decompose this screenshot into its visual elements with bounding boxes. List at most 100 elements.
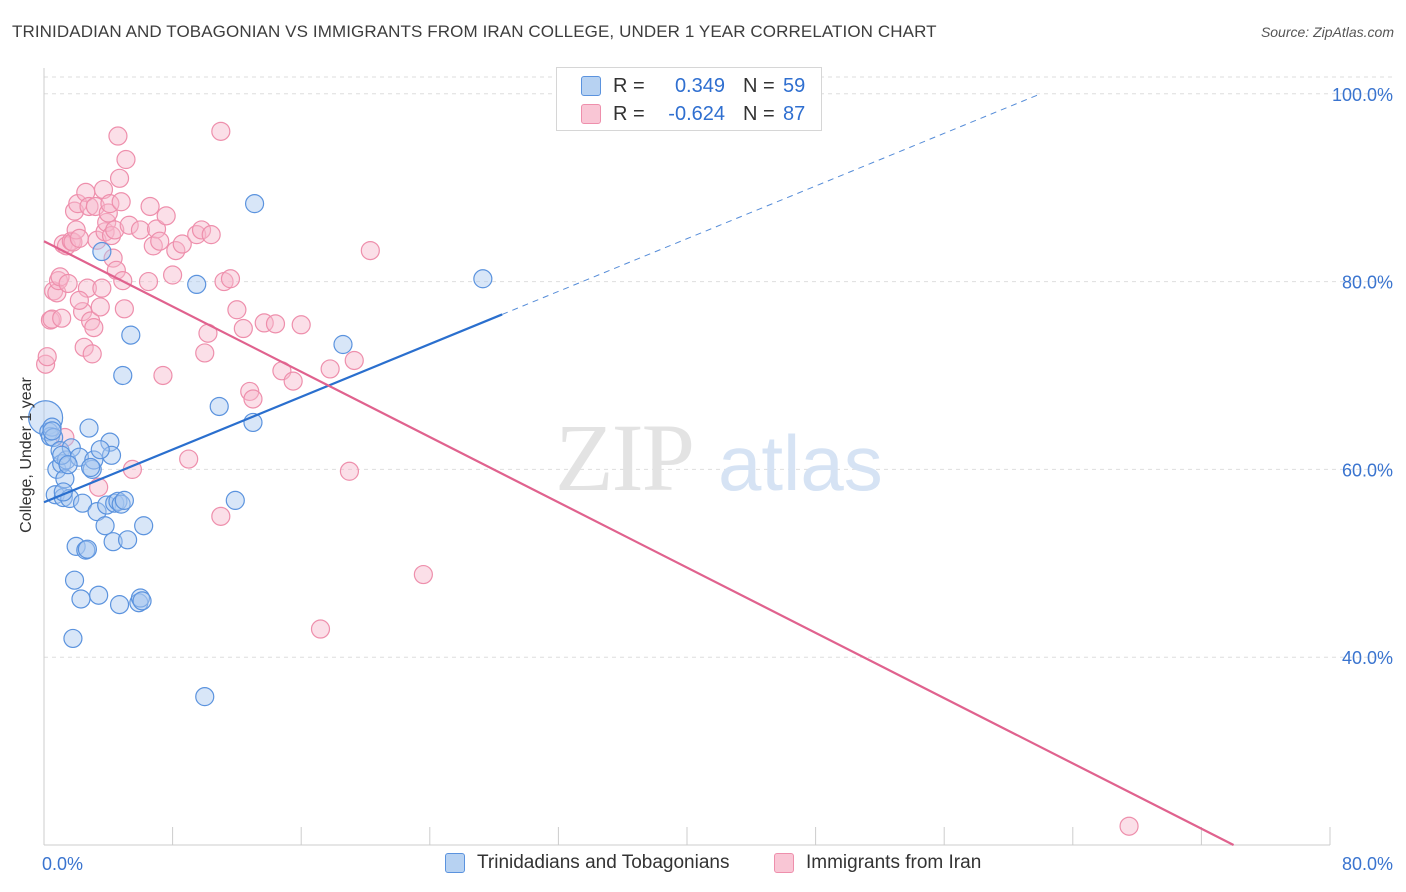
- data-point: [92, 278, 112, 298]
- data-point: [150, 231, 170, 251]
- data-point: [172, 234, 192, 254]
- data-point: [153, 365, 173, 386]
- data-point: [113, 365, 133, 386]
- data-point: [233, 318, 253, 339]
- data-point: [109, 595, 130, 615]
- legend-row-trinidadians: R = 0.349 N = 59: [581, 73, 805, 99]
- data-point: [105, 220, 125, 240]
- data-point: [310, 619, 331, 639]
- data-point: [97, 495, 117, 515]
- data-point: [52, 445, 72, 465]
- trend-lines: [43, 93, 1235, 846]
- watermark-atlas: atlas: [718, 419, 883, 507]
- legend-n-label: N =: [743, 74, 775, 97]
- data-point: [195, 343, 215, 363]
- data-point: [79, 418, 99, 438]
- y-axis-label: College, Under 1 year: [18, 377, 35, 533]
- data-point: [320, 359, 340, 379]
- data-point: [119, 215, 139, 235]
- data-point: [76, 540, 96, 560]
- data-point: [50, 267, 70, 287]
- data-point: [71, 589, 91, 609]
- x-tick-label: 0.0%: [42, 854, 83, 874]
- legend-swatch-pink: [581, 104, 601, 124]
- data-point: [1119, 816, 1139, 836]
- source-label: Source: ZipAtlas.com: [1260, 24, 1394, 40]
- data-point: [195, 687, 215, 707]
- data-point: [42, 421, 62, 441]
- data-point: [92, 241, 112, 262]
- data-point: [89, 585, 109, 605]
- data-point: [101, 445, 122, 465]
- series-legend: Trinidadians and Tobagonians Immigrants …: [0, 852, 1406, 878]
- legend-n-value: 87: [783, 102, 806, 125]
- chart-title: TRINIDADIAN AND TOBAGONIAN VS IMMIGRANTS…: [12, 22, 937, 41]
- data-point: [84, 317, 104, 338]
- data-point: [42, 309, 62, 329]
- data-point: [103, 532, 123, 552]
- data-point: [90, 297, 110, 317]
- data-point: [63, 628, 83, 649]
- legend-n-label: N =: [743, 102, 775, 125]
- data-point: [69, 290, 89, 310]
- legend-n-value: 59: [783, 74, 806, 97]
- data-point: [291, 315, 311, 335]
- legend-label-trinidadians: Trinidadians and Tobagonians: [477, 852, 730, 873]
- tick-labels: 40.0% 60.0% 80.0% 100.0% 0.0% 80.0%: [42, 85, 1393, 874]
- data-point: [156, 206, 176, 226]
- data-point: [52, 308, 72, 328]
- data-point: [108, 126, 128, 146]
- legend-item-iran: Immigrants from Iran: [774, 852, 981, 874]
- data-point: [121, 325, 141, 345]
- data-point: [103, 248, 123, 268]
- data-point: [163, 265, 183, 285]
- data-point: [473, 269, 493, 289]
- legend-row-iran: R = -0.624 N = 87: [581, 101, 805, 127]
- x-tick-label: 80.0%: [1342, 854, 1393, 874]
- data-point: [201, 225, 221, 245]
- y-tick-label: 80.0%: [1342, 273, 1393, 293]
- data-point: [108, 491, 128, 511]
- trend-line-trinidadians: [43, 313, 503, 504]
- legend-swatch-blue: [581, 76, 601, 96]
- axis-layer: [43, 68, 1331, 846]
- data-point: [209, 396, 229, 417]
- y-tick-label: 100.0%: [1332, 85, 1393, 105]
- data-point: [116, 149, 136, 170]
- legend-r-value: -0.624: [668, 102, 725, 125]
- data-point: [81, 457, 101, 478]
- data-point: [117, 530, 138, 550]
- data-point: [283, 371, 303, 391]
- data-point: [114, 490, 134, 510]
- data-point: [111, 494, 131, 514]
- watermark: ZIP atlas: [555, 404, 883, 511]
- data-point: [47, 283, 67, 303]
- data-point: [225, 490, 245, 510]
- data-point: [179, 449, 199, 469]
- legend-item-trinidadians: Trinidadians and Tobagonians: [445, 852, 729, 874]
- data-point: [90, 440, 110, 460]
- watermark-zip: ZIP: [555, 404, 693, 511]
- data-point: [244, 194, 265, 214]
- data-point: [344, 350, 364, 371]
- data-point: [74, 337, 94, 357]
- data-point: [111, 192, 131, 212]
- data-point: [134, 516, 154, 536]
- y-tick-label: 40.0%: [1342, 648, 1393, 668]
- legend-r-label: R =: [613, 102, 645, 125]
- grid-layer: [44, 76, 1392, 658]
- data-point: [93, 179, 114, 200]
- data-point: [58, 455, 78, 475]
- legend-swatch-pink: [774, 853, 794, 873]
- legend-r-label: R =: [613, 74, 645, 97]
- data-point: [77, 539, 98, 559]
- data-point: [211, 121, 231, 141]
- data-point: [82, 344, 102, 364]
- data-point: [95, 516, 115, 536]
- data-point: [360, 240, 380, 261]
- trend-line-iran: [43, 240, 1235, 846]
- y-tick-label: 60.0%: [1342, 460, 1393, 480]
- legend-r-value: 0.349: [674, 74, 725, 97]
- data-point: [132, 591, 152, 611]
